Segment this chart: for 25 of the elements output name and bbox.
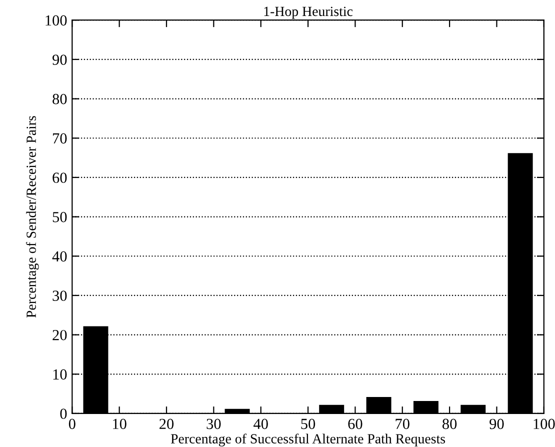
x-tick-label: 30: [206, 418, 221, 430]
x-tick-label: 50: [301, 418, 316, 430]
y-tick-label: 40: [52, 251, 67, 262]
x-tick-label: 10: [113, 418, 126, 430]
y-tick-label: 20: [52, 330, 67, 340]
y-tick-label: 60: [52, 172, 67, 183]
y-tick-label: 50: [52, 212, 67, 222]
y-tick-label: 70: [53, 133, 67, 144]
y-tick-label: 100: [46, 15, 67, 26]
x-tick-label: 20: [160, 418, 174, 430]
chart-title: 1-Hop Heuristic: [264, 6, 353, 19]
y-tick-label: 80: [52, 94, 67, 104]
y-tick-label: 90: [52, 54, 67, 65]
y-tick-label: 10: [53, 369, 67, 380]
x-tick-label: 80: [442, 418, 457, 430]
x-tick-label: 40: [254, 418, 268, 430]
x-tick-label: 100: [534, 418, 555, 430]
x-tick-label: 60: [348, 418, 362, 430]
x-tick-label: 70: [396, 418, 410, 430]
y-tick-label: 30: [52, 290, 67, 301]
x-axis-title: Percentage of Successful Alternate Path Requests: [170, 434, 446, 446]
y-tick-label: 0: [60, 408, 67, 419]
y-axis-title: Percentage of Sender/Receiver Pairs: [26, 116, 39, 318]
x-tick-label: 0: [68, 418, 76, 430]
x-tick-label: 90: [490, 418, 504, 430]
